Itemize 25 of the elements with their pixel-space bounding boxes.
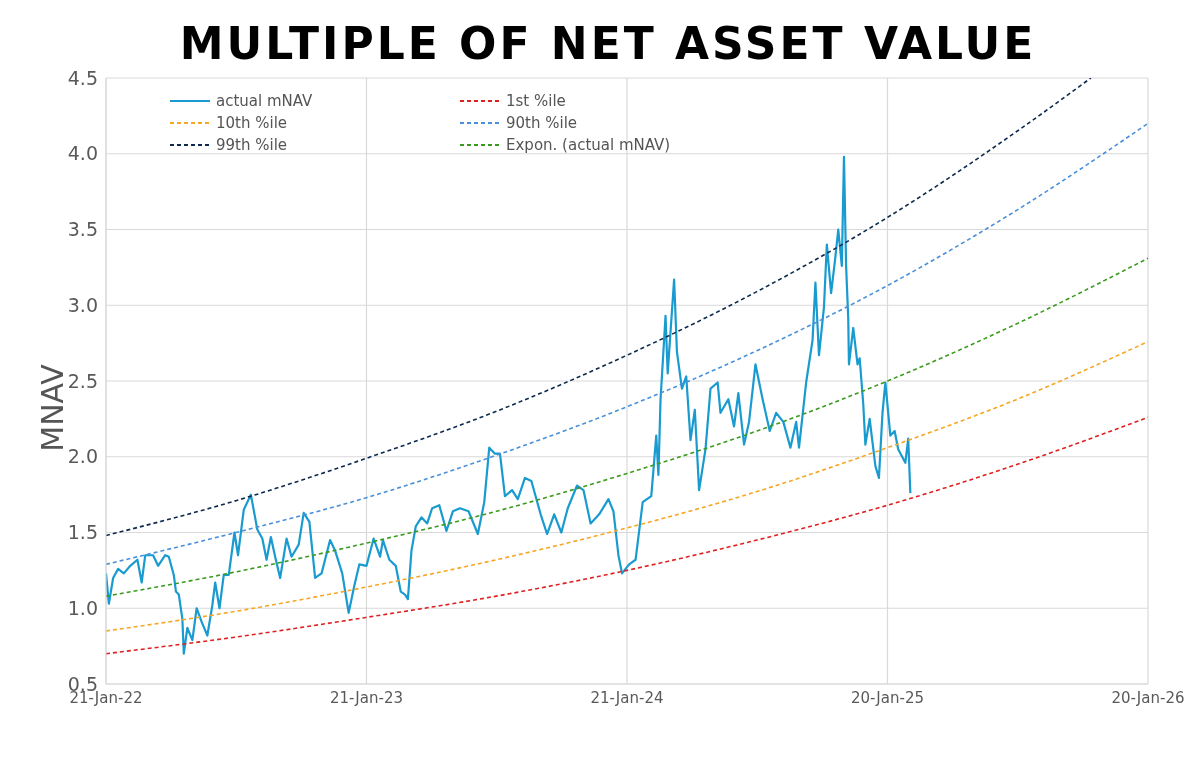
y-tick-label: 4.5 bbox=[67, 66, 98, 89]
legend-label: 99th %ile bbox=[216, 136, 288, 154]
line-series bbox=[106, 155, 912, 655]
x-tick-label: 20-Jan-25 bbox=[851, 688, 924, 707]
y-tick-label: 2.5 bbox=[67, 369, 98, 392]
y-tick-label: 2.0 bbox=[67, 445, 98, 468]
legend-label: 10th %ile bbox=[216, 114, 288, 132]
x-tick-label: 21-Jan-24 bbox=[590, 688, 664, 707]
line-series bbox=[106, 257, 1148, 597]
legend-label: actual mNAV bbox=[216, 92, 313, 110]
y-tick-label: 1.5 bbox=[67, 521, 98, 544]
chart-title: MULTIPLE OF NET ASSET VALUE bbox=[179, 18, 1037, 69]
legend-label: 1st %ile bbox=[506, 92, 566, 110]
legend-label: Expon. (actual mNAV) bbox=[506, 136, 671, 154]
line-series bbox=[106, 78, 1092, 537]
x-tick-label: 21-Jan-23 bbox=[330, 688, 403, 707]
legend-label: 90th %ile bbox=[506, 114, 578, 132]
y-tick-label: 3.5 bbox=[67, 218, 98, 241]
y-tick-label: 3.0 bbox=[67, 293, 98, 316]
y-tick-label: 1.0 bbox=[67, 596, 98, 619]
line-series bbox=[106, 416, 1148, 655]
y-axis-title: MNAV bbox=[34, 364, 70, 452]
x-tick-label: 20-Jan-26 bbox=[1111, 688, 1185, 707]
line-series bbox=[106, 340, 1148, 632]
y-tick-label: 4.0 bbox=[67, 142, 98, 165]
